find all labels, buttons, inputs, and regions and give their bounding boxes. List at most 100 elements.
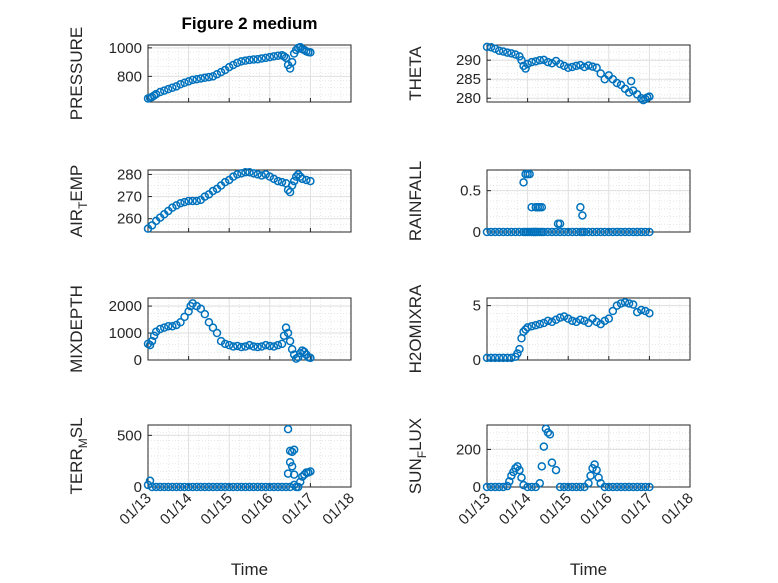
rainfall-data-point — [563, 227, 573, 237]
theta-data-point — [563, 63, 573, 73]
terr_msl-data-point — [249, 482, 258, 492]
terr_msl-data-point — [253, 482, 262, 492]
h2omixra-data-point — [624, 299, 634, 308]
terr_msl-xtick-label: 01/18 — [319, 490, 358, 529]
pressure-data-point — [279, 52, 289, 61]
terr_msl-data-point — [208, 482, 218, 492]
pressure-data-point — [180, 78, 189, 88]
rainfall-data-point — [507, 227, 516, 237]
terr_msl-data-point — [220, 482, 230, 492]
terr_msl-data-point — [245, 482, 254, 492]
h2omixra-data-point — [513, 349, 522, 358]
rainfall-data-point — [578, 211, 587, 220]
rainfall-data-point — [511, 227, 520, 237]
rainfall-data-point — [576, 202, 585, 212]
sun_flux-data-point — [519, 480, 528, 490]
theta-data-point — [503, 48, 512, 57]
terr_msl-ytick-label: 500 — [117, 427, 142, 444]
rainfall-data-point — [490, 227, 500, 237]
h2omixra-data-point — [612, 301, 622, 310]
pressure-data-point — [184, 77, 193, 86]
terr_msl-data-point — [281, 482, 291, 492]
air_temp-data-point — [180, 197, 189, 207]
terr_msl-data-point — [143, 480, 153, 490]
pressure-data-point — [257, 54, 266, 63]
air_temp-data-point — [220, 177, 230, 187]
mixdepth-data-point — [159, 323, 169, 332]
terr_msl-ytick-label: 0 — [134, 479, 142, 496]
air_temp-data-point — [168, 203, 177, 212]
mixdepth-data-point — [168, 322, 177, 331]
pressure-data-point — [269, 52, 279, 61]
pressure-data-point — [172, 82, 181, 91]
sun_flux-data-point — [632, 482, 642, 492]
h2omixra-data-point — [498, 353, 508, 363]
h2omixra-data-point — [531, 320, 540, 330]
mixdepth-data-point — [261, 340, 270, 350]
terr_msl-xtick-label: 01/15 — [197, 490, 236, 529]
mixdepth-data-point — [212, 328, 222, 338]
sun_flux-data-point — [616, 482, 626, 492]
pressure-data-point — [265, 52, 275, 62]
mixdepth-data-point — [164, 322, 173, 331]
rainfall-data-point — [596, 227, 605, 237]
theta-data-point — [498, 47, 508, 56]
rainfall-ylabel: RAINFALL — [406, 161, 425, 241]
theta-data-point — [482, 42, 492, 52]
h2omixra-ytick-label: 5 — [473, 298, 481, 315]
theta-data-point — [490, 44, 500, 54]
terr_msl-data-point — [289, 470, 299, 479]
sun_flux-data-point — [482, 482, 492, 492]
terr_msl-data-point — [200, 482, 210, 492]
air_temp-data-point — [289, 176, 299, 186]
mixdepth-data-point — [208, 323, 218, 332]
h2omixra-data-point — [572, 317, 581, 327]
air_temp-data-point — [261, 170, 270, 179]
h2omixra-data-point — [547, 317, 557, 327]
pressure-data-point — [224, 62, 234, 72]
pressure-data-point — [253, 55, 262, 64]
terr_msl-data-point — [196, 482, 206, 492]
theta-ytick-label: 280 — [456, 90, 481, 107]
terr_msl-data-point — [287, 462, 297, 471]
sun_flux-data-point — [537, 462, 547, 471]
sun_flux-data-point — [584, 478, 593, 488]
terr_msl-data-point — [168, 482, 177, 492]
pressure-data-point — [241, 56, 250, 65]
rainfall-data-point — [525, 169, 534, 179]
terr_msl-data-point — [180, 482, 189, 492]
pressure-data-point — [164, 84, 173, 94]
air_temp-data-point — [237, 169, 246, 178]
sun_flux-data-point — [498, 482, 508, 492]
terr_msl-data-point — [172, 482, 181, 492]
mixdepth-ytick-label: 0 — [134, 352, 142, 369]
theta-data-point — [576, 60, 585, 70]
h2omixra-data-point — [486, 353, 496, 363]
rainfall-data-point — [568, 227, 577, 237]
pressure-data-point — [216, 67, 226, 77]
terr_msl-data-point — [287, 447, 297, 457]
h2omixra-data-point — [608, 306, 618, 316]
rainfall-data-point — [537, 202, 547, 212]
air_temp-data-point — [277, 177, 287, 187]
rainfall-data-point — [616, 227, 626, 237]
terr_msl-ylabel: TERRMSL — [67, 417, 90, 494]
pressure-data-point — [273, 51, 283, 60]
air_temp-axes-box — [147, 169, 352, 233]
sun_flux-ytick-label: 200 — [456, 441, 481, 458]
h2omixra-data-point — [568, 316, 577, 326]
sun_flux-data-point — [592, 465, 601, 475]
terr_msl-data-point — [184, 482, 193, 492]
sun_flux-data-point — [545, 430, 555, 439]
sun_flux-data-point — [576, 482, 585, 492]
sun_flux-data-point — [612, 482, 622, 492]
terr_msl-data-point — [269, 482, 279, 492]
terr_msl-data-point — [233, 482, 242, 492]
terr_msl-data-point — [151, 482, 161, 492]
rainfall-data-point — [612, 227, 622, 237]
mixdepth-ylabel: MIXDEPTH — [67, 285, 86, 373]
sun_flux-data-point — [600, 482, 609, 492]
sun_flux-data-point — [572, 482, 581, 492]
rainfall-data-point — [641, 227, 650, 237]
sun_flux-data-point — [517, 473, 526, 482]
